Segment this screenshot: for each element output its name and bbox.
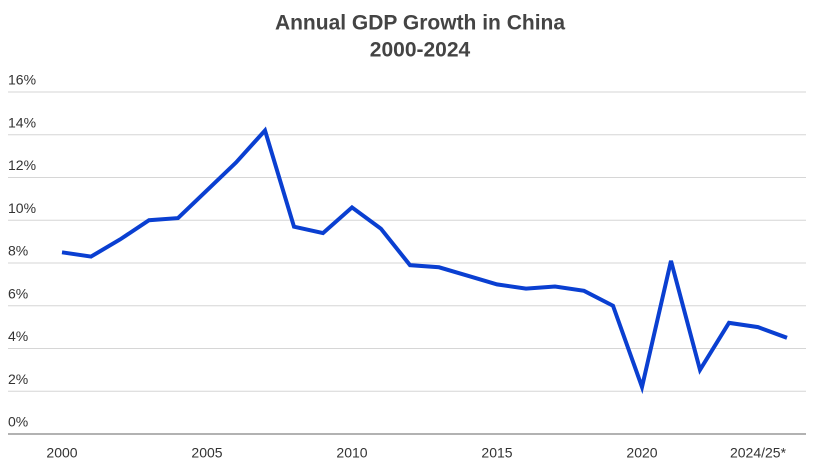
y-tick-label: 14%: [8, 114, 36, 130]
x-tick-label: 2020: [626, 445, 657, 461]
y-tick-label: 8%: [8, 243, 28, 259]
data-line: [61, 126, 788, 395]
x-tick-label: 2000: [46, 445, 77, 461]
x-tick-label: 2015: [481, 445, 512, 461]
y-tick-label: 4%: [8, 328, 28, 344]
y-tick-label: 16%: [8, 72, 36, 88]
y-tick-label: 10%: [8, 200, 36, 216]
y-tick-label: 12%: [8, 157, 36, 173]
x-tick-label: 2005: [191, 445, 222, 461]
y-tick-label: 2%: [8, 371, 28, 387]
y-tick-label: 0%: [8, 414, 28, 430]
x-tick-label: 2024/25*: [730, 445, 787, 461]
y-tick-label: 6%: [8, 285, 28, 301]
x-tick-label: 2010: [336, 445, 367, 461]
chart-subtitle: 2000-2024: [370, 39, 471, 62]
chart-title: Annual GDP Growth in China: [275, 12, 565, 35]
